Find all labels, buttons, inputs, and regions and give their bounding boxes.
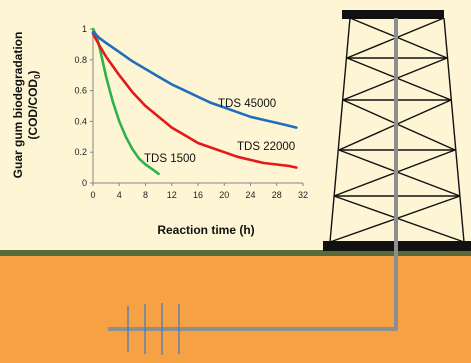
y-tick-label: 0 — [82, 178, 87, 188]
series-label-tds-1500: TDS 1500 — [144, 153, 196, 165]
chart-series — [91, 27, 298, 176]
x-tick-label: 20 — [219, 190, 229, 200]
y-tick-label: 0.4 — [74, 116, 87, 126]
y-tick-label: 0.8 — [74, 55, 87, 65]
rig-brace-x2a — [346, 57, 452, 101]
grass-strip — [0, 250, 471, 256]
biodegradation-chart: 0 4 8 12 16 20 24 28 32 0 0.2 0.4 0.6 0.8 1 TDS 45000… — [11, 24, 308, 237]
rig-brace-x4a — [338, 149, 461, 197]
rig-brace-x5a — [333, 195, 465, 243]
x-tick-label: 8 — [143, 190, 148, 200]
fracture-lines — [127, 303, 180, 355]
x-axis-title: Reaction time (h) — [157, 223, 254, 237]
x-tick-label: 4 — [117, 190, 122, 200]
y-tick-label: 0.2 — [74, 147, 87, 157]
rig-left-leg — [329, 17, 351, 243]
rig-crown-block — [342, 10, 444, 19]
x-tick-label: 32 — [298, 190, 308, 200]
series-line-tds-45000 — [91, 30, 298, 129]
wellbore-path — [108, 18, 398, 331]
x-tick-label: 24 — [245, 190, 255, 200]
ground-layer — [0, 254, 471, 363]
series-label-tds-22000: TDS 22000 — [237, 141, 295, 153]
x-tick-label: 0 — [90, 190, 95, 200]
x-tick-labels: 0 4 8 12 16 20 24 28 32 — [90, 183, 308, 200]
x-tick-label: 16 — [193, 190, 203, 200]
rig-brace-x3a — [342, 99, 456, 151]
y-axis-title-line1: Guar gum biodegradation — [11, 32, 25, 179]
rig-brace-x1a — [349, 17, 448, 59]
y-axis-title-line2: (COD/COD0) — [26, 70, 42, 139]
series-line-tds-22000 — [91, 32, 298, 169]
y-tick-labels: 0 0.2 0.4 0.6 0.8 1 — [74, 24, 93, 188]
y-axis-title-close: ) — [26, 70, 40, 74]
y-axis-title-subscript: 0 — [33, 74, 42, 79]
series-label-tds-45000: TDS 45000 — [218, 98, 276, 110]
rig-right-leg — [443, 17, 465, 243]
x-tick-label: 12 — [167, 190, 177, 200]
y-tick-label: 0.6 — [74, 86, 87, 96]
x-tick-label: 28 — [272, 190, 282, 200]
y-tick-label: 1 — [82, 24, 87, 34]
wellbore-pipe — [108, 18, 398, 331]
y-axis-title: Guar gum biodegradation (COD/COD0) — [11, 32, 42, 179]
y-axis-title-main: (COD/COD — [26, 79, 40, 140]
